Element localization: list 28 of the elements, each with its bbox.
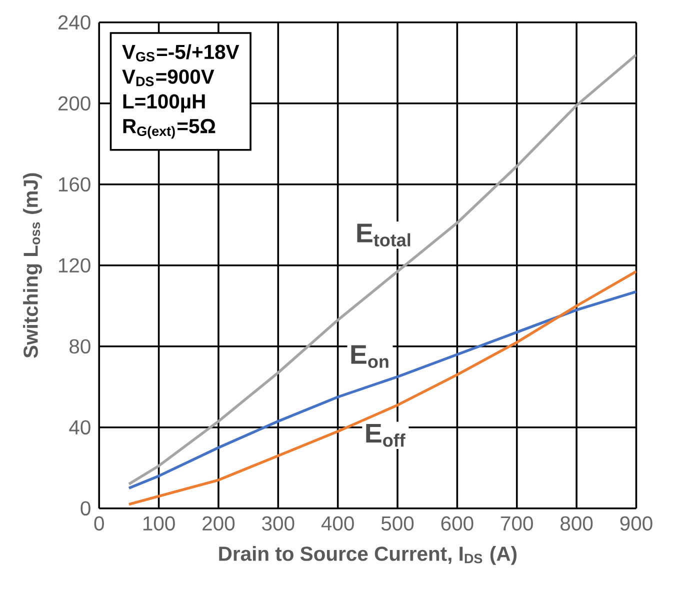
series-label: E$_{total}$ [357, 224, 410, 246]
y-tick-label: 240 [58, 15, 90, 30]
x-tick-label: 800 [560, 516, 593, 531]
series-label: E$_{on}$ [351, 345, 388, 368]
x-tick-label: 700 [501, 516, 533, 531]
x-tick-label: 300 [262, 516, 294, 531]
x-tick-label: 100 [143, 516, 175, 531]
line-series [128, 270, 636, 506]
y-tick-label: 80 [70, 339, 90, 354]
y-axis-title: Switching L$_{oss}$ (mJ) [23, 173, 42, 358]
x-tick-label: 400 [321, 516, 354, 531]
x-tick-label: 600 [441, 516, 474, 531]
x-tick-label: 200 [202, 516, 235, 531]
annotation: R$_{G(ext)}$=5Ω [123, 118, 216, 139]
x-tick-label: 0 [94, 516, 104, 531]
y-tick-label: 200 [58, 96, 90, 111]
x-tick-label: 900 [620, 516, 652, 531]
annotation: V$_{DS}$=900V [122, 69, 214, 86]
y-tick-label: 120 [58, 258, 90, 273]
y-tick-label: 0 [80, 501, 90, 516]
y-tick-label: 160 [58, 177, 90, 192]
annotation: V$_{GS}$=-5/+18V [122, 44, 240, 62]
annotation: L=100µH [123, 94, 205, 113]
x-tick-label: 500 [381, 516, 414, 531]
line-series [128, 290, 636, 490]
y-tick-label: 40 [69, 420, 90, 435]
series-label: E$_{off}$ [366, 424, 406, 447]
x-axis-title: Drain to Source Current, I$_{DS}$ (A) [219, 546, 517, 565]
